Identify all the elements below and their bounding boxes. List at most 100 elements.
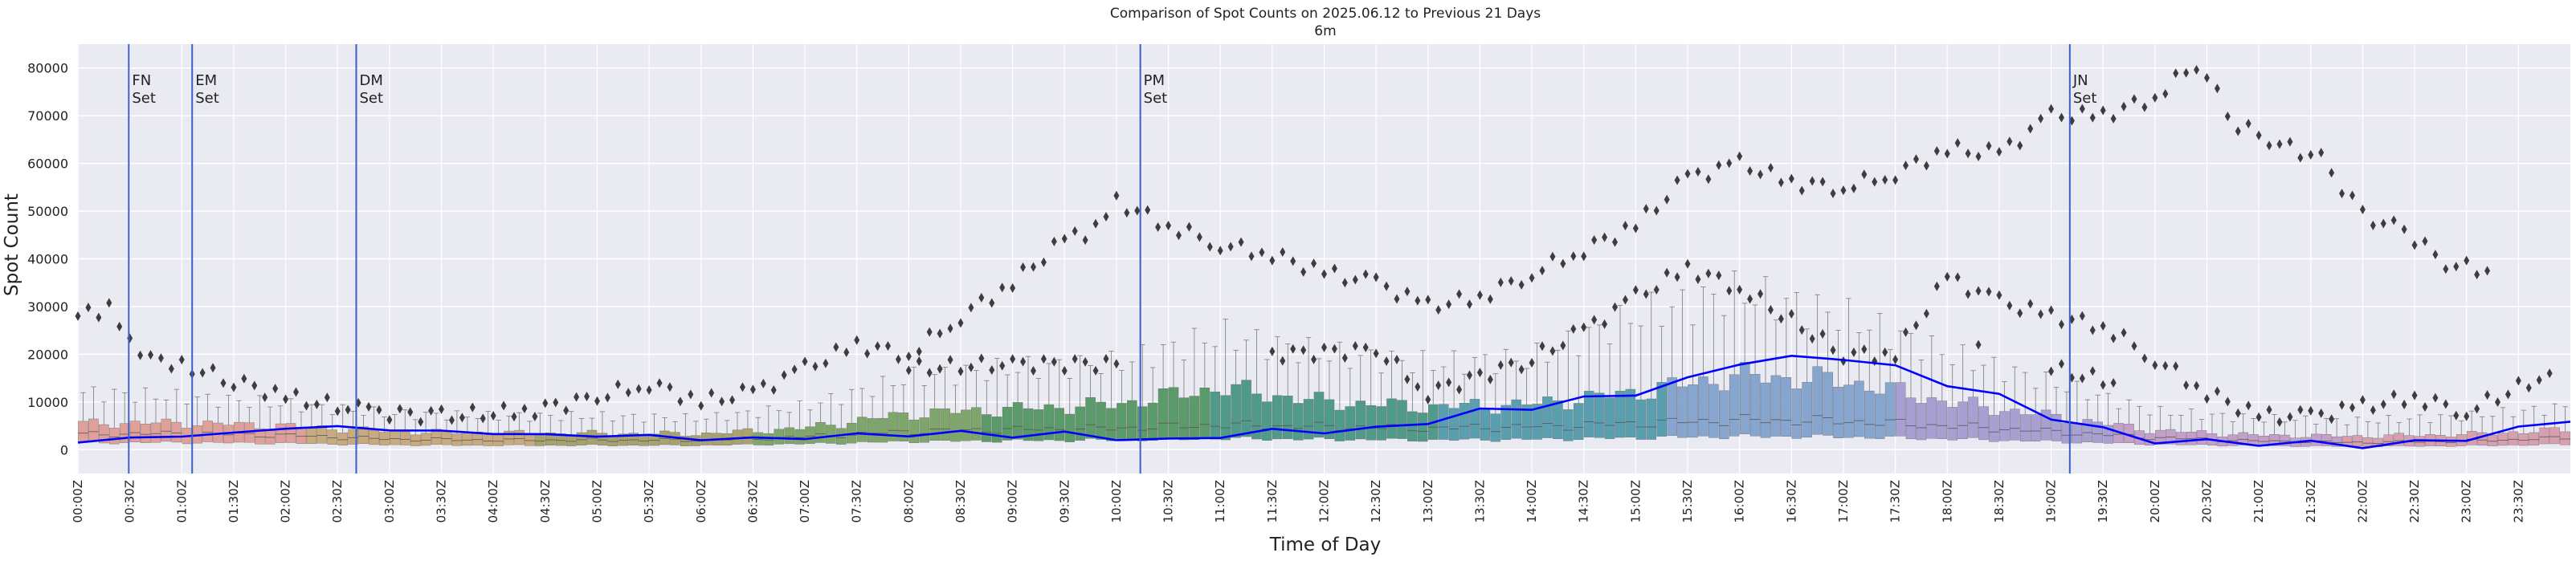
box-element [1947,364,1958,441]
box-body [826,425,836,444]
x-tick-label: 18:00Z [1940,480,1954,523]
outlier-point [905,351,912,361]
outlier-point [313,399,320,409]
box-element [1386,351,1398,439]
outlier-point [106,298,112,308]
box-body [950,413,961,442]
box-body [254,428,265,445]
outlier-point [231,382,237,392]
outlier-point [345,404,351,415]
outlier-point [1933,146,1940,157]
outlier-point [480,413,486,424]
box-body [493,434,504,446]
outlier-point [1415,381,1421,392]
box-body [1791,388,1802,439]
outlier-point [75,311,81,321]
outlier-point [2110,113,2117,124]
box-element [867,396,878,443]
outlier-point [1809,334,1815,344]
outlier-point [1986,140,1992,151]
outlier-point [2297,404,2304,415]
box-element [1853,332,1864,437]
y-tick-label: 80000 [27,61,68,76]
box-body [1958,401,1968,439]
box-body [1157,388,1169,438]
outlier-point [1643,204,1649,214]
outlier-point [1020,356,1027,367]
outlier-point [1456,384,1463,395]
box-body [2539,427,2549,445]
outlier-point [1684,169,1691,179]
outlier-point [2110,333,2117,344]
outlier-point [1010,354,1016,364]
box-element [1667,306,1678,436]
outlier-point [1321,342,1327,352]
x-tick-label: 04:30Z [538,480,553,523]
box-element [1615,305,1626,438]
box-body [908,419,920,444]
box-element [1417,350,1428,442]
box-element [2154,405,2166,445]
box-element [1532,342,1543,440]
box-element [1096,373,1106,440]
outlier-point [500,400,507,411]
box-body [991,417,1002,443]
outlier-point [2422,236,2428,246]
box-element [1345,368,1356,441]
outlier-point [1996,290,2002,300]
outlier-point [490,411,496,421]
box-body [982,414,992,442]
box-element [1043,363,1055,441]
outlier-point [542,398,549,409]
outlier-point [1954,138,1961,148]
outlier-point [957,366,964,376]
outlier-point [2474,404,2480,414]
outlier-point [1944,148,1950,159]
y-tick-label: 0 [60,442,68,457]
outlier-point [1965,148,1971,159]
box-element [369,406,379,445]
box-body [2518,433,2529,446]
box-body [1511,399,1521,439]
outlier-point [407,407,414,417]
box-body [1823,372,1833,436]
event-label: JN Set [2072,72,2097,107]
box-body [794,429,805,445]
x-tick-label: 15:00Z [1628,480,1643,523]
outlier-point [584,392,590,402]
outlier-point [1476,290,1483,300]
outlier-point [1861,344,1868,355]
outlier-point [1238,237,1244,247]
box-body [1272,395,1283,440]
outlier-point [1269,346,1276,356]
box-body [1137,406,1148,441]
x-tick-label: 18:30Z [1992,480,2007,523]
outlier-point [1134,205,1141,216]
outlier-point [1518,279,1525,290]
outlier-point [1892,354,1899,364]
outlier-point [1061,365,1068,376]
box-body [1438,404,1449,440]
box-element [1688,324,1698,438]
outlier-point [646,384,652,395]
box-body [1106,408,1117,441]
box-body [327,429,338,445]
box-element [296,411,307,444]
box-element [1116,370,1127,441]
outlier-point [532,412,538,422]
box-body [805,426,815,444]
outlier-point [2422,402,2428,413]
outlier-point [1072,226,1078,236]
box-body [898,413,909,441]
outlier-point [2432,250,2439,260]
x-tick-label: 22:00Z [2355,480,2370,523]
box-element [1002,374,1013,441]
x-tick-label: 23:30Z [2511,480,2525,523]
x-tick-label: 00:30Z [123,480,137,523]
box-element [1697,287,1708,437]
outlier-point [1508,275,1514,286]
outlier-point [2079,373,2085,384]
outlier-point [2349,402,2355,413]
box-body [2549,427,2560,445]
box-body [1884,382,1896,437]
